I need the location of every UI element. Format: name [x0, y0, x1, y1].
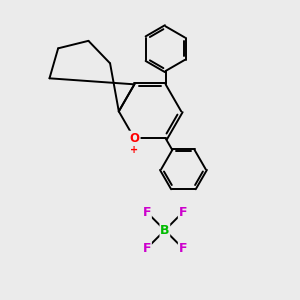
Text: F: F	[178, 242, 187, 255]
Text: F: F	[143, 206, 151, 219]
Text: O: O	[129, 132, 140, 145]
Text: F: F	[178, 206, 187, 219]
Text: F: F	[143, 242, 151, 255]
Text: B: B	[160, 224, 170, 237]
Text: +: +	[130, 145, 139, 155]
